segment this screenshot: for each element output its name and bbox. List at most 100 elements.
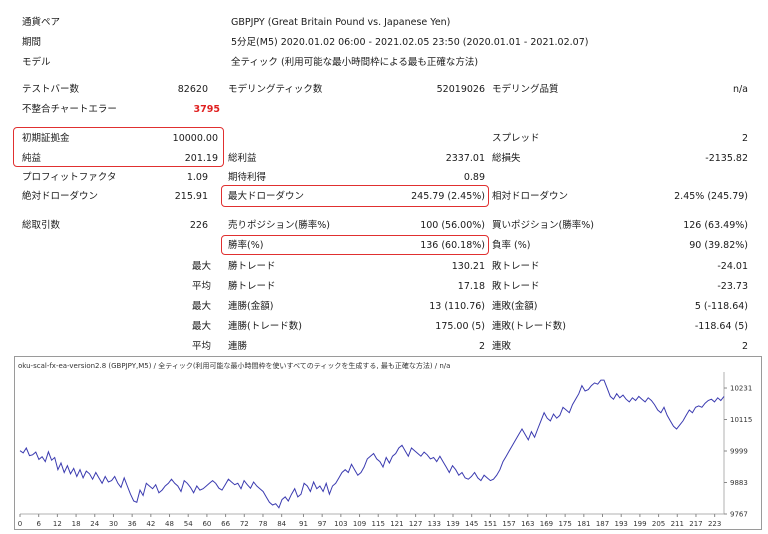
chart-frame <box>14 356 762 530</box>
expected-payoff-label: 期待利得 <box>228 172 267 183</box>
y-tick-label: 9767 <box>730 511 748 519</box>
balance-chart: oku-scal-fx-ea-version2.8 (GBPJPY,M5) / … <box>14 356 762 530</box>
x-tick-label: 24 <box>90 520 99 528</box>
x-tick-label: 163 <box>521 520 534 528</box>
x-tick-label: 12 <box>53 520 62 528</box>
gross-profit-value: 2337.01 <box>445 153 485 164</box>
x-tick-label: 133 <box>428 520 441 528</box>
y-tick-label: 9883 <box>730 479 748 487</box>
x-tick-label: 97 <box>318 520 327 528</box>
modeling-quality-label: モデリング品質 <box>492 84 559 95</box>
consecutive-losses-amount-value: 5 (-118.64) <box>694 301 748 312</box>
expected-payoff-value: 0.89 <box>463 172 485 183</box>
x-tick-label: 121 <box>390 520 403 528</box>
max-consecutive-count-label: 最大 <box>192 321 212 332</box>
x-tick-label: 91 <box>299 520 308 528</box>
total-trades-value: 226 <box>189 220 208 231</box>
average-consecutive-label: 平均 <box>192 341 212 352</box>
x-tick-label: 109 <box>353 520 366 528</box>
x-tick-label: 211 <box>671 520 684 528</box>
average-consecutive-wins-value: 2 <box>478 341 485 352</box>
deposit-net-highlight <box>13 127 224 167</box>
x-tick-label: 54 <box>184 520 193 528</box>
x-tick-label: 145 <box>465 520 478 528</box>
chart-x-axis: 0 6 12 18 24 30 36 42 48 54 60 66 72 78 84 91 97 103 109 11… <box>18 514 721 528</box>
x-tick-label: 36 <box>128 520 137 528</box>
x-tick-label: 18 <box>72 520 81 528</box>
net-profit-label: 純益 <box>22 153 42 164</box>
model-label: モデル <box>22 57 51 68</box>
consecutive-wins-count-label: 連勝(トレード数) <box>228 321 302 332</box>
average-loss-value: -23.73 <box>717 281 748 292</box>
x-tick-label: 175 <box>558 520 571 528</box>
modeling-quality-value: n/a <box>732 84 748 95</box>
x-tick-label: 181 <box>577 520 590 528</box>
test-bars-label: テストバー数 <box>22 84 80 95</box>
average-consecutive-losses-label: 連敗 <box>492 341 512 352</box>
consecutive-wins-amount-value: 13 (110.76) <box>429 301 485 312</box>
modeling-ticks-value: 52019026 <box>436 84 485 95</box>
initial-deposit-value: 10000.00 <box>172 133 218 144</box>
x-tick-label: 199 <box>633 520 646 528</box>
spread-value: 2 <box>741 133 748 144</box>
y-tick-label: 9999 <box>730 448 748 456</box>
largest-loss-label: 敗トレード <box>492 261 540 272</box>
model-value: 全ティック (利用可能な最小時間枠による最も正確な方法) <box>231 57 479 68</box>
y-tick-label: 10231 <box>730 385 752 393</box>
x-tick-label: 157 <box>502 520 515 528</box>
max-drawdown-value: 245.79 (2.45%) <box>411 191 485 202</box>
x-tick-label: 139 <box>446 520 459 528</box>
x-tick-label: 151 <box>484 520 497 528</box>
chart-grid <box>20 372 725 515</box>
profit-factor-value: 1.09 <box>186 172 208 183</box>
consecutive-losses-amount-label: 連敗(金額) <box>492 301 538 312</box>
modeling-ticks-label: モデリングティック数 <box>228 84 323 95</box>
x-tick-label: 30 <box>109 520 118 528</box>
x-tick-label: 66 <box>221 520 230 528</box>
total-trades-label: 総取引数 <box>22 220 61 231</box>
initial-deposit-label: 初期証拠金 <box>22 133 70 144</box>
currency-pair-label: 通貨ペア <box>22 17 61 28</box>
largest-win-value: 130.21 <box>451 261 485 272</box>
y-tick-label: 10115 <box>730 416 752 424</box>
x-tick-label: 115 <box>372 520 385 528</box>
net-profit-value: 201.19 <box>184 153 218 164</box>
chart-series <box>19 379 725 509</box>
max-consecutive-amount-label: 最大 <box>192 301 212 312</box>
gross-profit-label: 総利益 <box>228 153 257 164</box>
x-tick-label: 187 <box>596 520 609 528</box>
win-rate-value: 136 (60.18%) <box>420 240 485 251</box>
short-positions-label: 売りポジション(勝率%) <box>228 220 330 231</box>
x-tick-label: 48 <box>165 520 174 528</box>
consecutive-wins-count-value: 175.00 (5) <box>435 321 485 332</box>
short-positions-value: 100 (56.00%) <box>420 220 485 231</box>
spread-label: スプレッド <box>492 133 540 144</box>
max-drawdown-highlight <box>221 185 489 207</box>
relative-drawdown-value: 2.45% (245.79) <box>674 191 748 202</box>
profit-factor-label: プロフィットファクタ <box>22 172 117 183</box>
consecutive-losses-count-value: -118.64 (5) <box>694 321 748 332</box>
average-label: 平均 <box>192 281 212 292</box>
long-positions-label: 買いポジション(勝率%) <box>492 220 594 231</box>
mismatch-errors-label: 不整合チャートエラー <box>22 104 117 115</box>
period-value: 5分足(M5) 2020.01.02 06:00 - 2021.02.05 23… <box>231 37 589 48</box>
relative-drawdown-label: 相対ドローダウン <box>492 191 569 202</box>
x-tick-label: 72 <box>240 520 249 528</box>
average-win-label: 勝トレード <box>228 281 276 292</box>
gross-loss-value: -2135.82 <box>705 153 748 164</box>
x-tick-label: 217 <box>689 520 702 528</box>
x-tick-label: 84 <box>277 520 286 528</box>
loss-rate-value: 90 (39.82%) <box>689 240 748 251</box>
x-tick-label: 103 <box>334 520 347 528</box>
currency-pair-value: GBPJPY (Great Britain Pound vs. Japanese… <box>231 17 451 28</box>
x-tick-label: 60 <box>202 520 211 528</box>
x-tick-label: 169 <box>540 520 553 528</box>
max-drawdown-label: 最大ドローダウン <box>228 191 305 202</box>
x-tick-label: 6 <box>36 520 41 528</box>
loss-rate-label: 負率 (%) <box>492 240 531 251</box>
x-tick-label: 205 <box>652 520 665 528</box>
x-tick-label: 42 <box>146 520 155 528</box>
absolute-drawdown-label: 絶対ドローダウン <box>22 191 99 202</box>
x-tick-label: 223 <box>708 520 721 528</box>
chart-y-axis: 10231 10115 9999 9883 9767 <box>724 385 752 519</box>
